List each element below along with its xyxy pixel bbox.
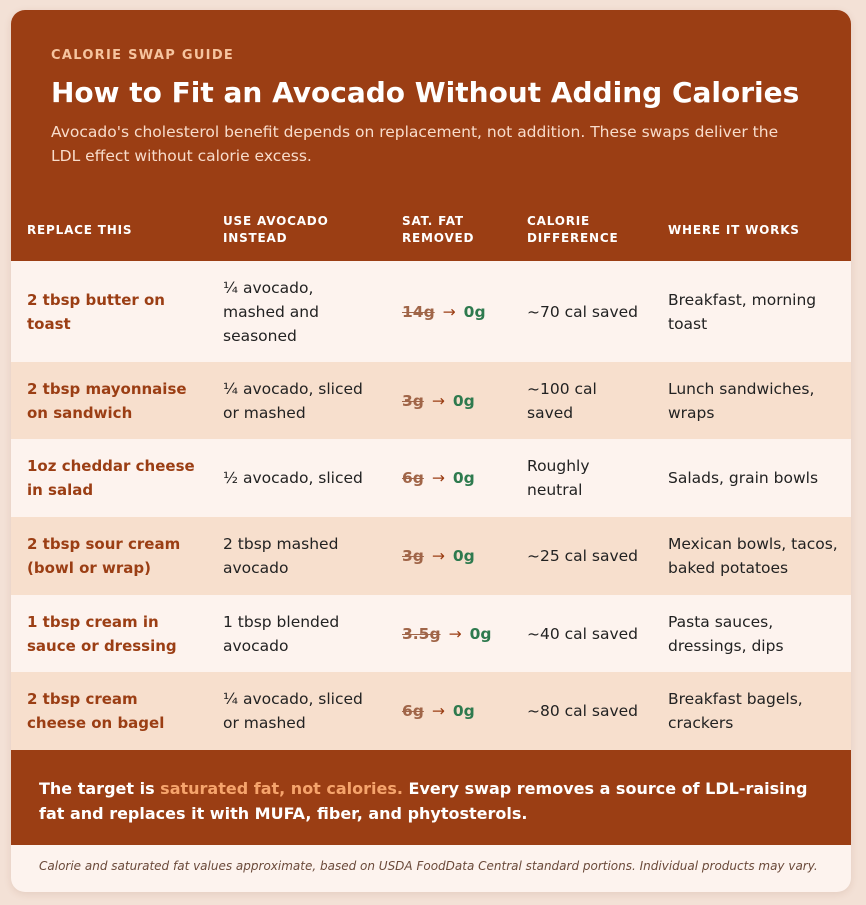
- avocado-cell: ¼ avocado, sliced or mashed: [207, 362, 386, 439]
- table-row: 2 tbsp butter on toast ¼ avocado, mashed …: [11, 261, 851, 362]
- avocado-cell: ½ avocado, sliced: [207, 439, 386, 517]
- where-cell: Mexican bowls, tacos, baked potatoes: [652, 517, 851, 595]
- column-header-replace: REPLACE THIS: [11, 199, 207, 261]
- where-cell: Lunch sandwiches, wraps: [652, 362, 851, 439]
- avocado-cell: ¼ avocado, mashed and seasoned: [207, 261, 386, 362]
- arrow-right-icon: →: [431, 547, 445, 565]
- takeaway-text-before: The target is: [39, 779, 161, 798]
- arrow-right-icon: →: [442, 302, 456, 321]
- swap-guide-card: CALORIE SWAP GUIDE How to Fit an Avocado…: [11, 10, 851, 892]
- sat-fat-cell: 14g → 0g: [386, 261, 511, 362]
- sat-fat-before: 3g: [402, 547, 424, 565]
- sat-fat-before: 3g: [402, 391, 424, 410]
- sat-fat-after: 0g: [452, 702, 475, 720]
- arrow-right-icon: →: [431, 391, 445, 410]
- header: CALORIE SWAP GUIDE How to Fit an Avocado…: [11, 10, 851, 199]
- table-row: 2 tbsp mayonnaise on sandwich ¼ avocado, …: [11, 362, 851, 439]
- table-row: 2 tbsp sour cream (bowl or wrap) 2 tbsp m…: [11, 517, 851, 595]
- sat-fat-after: 0g: [452, 391, 475, 410]
- calorie-cell: ~100 cal saved: [511, 362, 652, 439]
- sat-fat-before: 6g: [402, 469, 424, 487]
- arrow-right-icon: →: [431, 702, 445, 720]
- calorie-cell: Roughly neutral: [511, 439, 652, 517]
- sat-fat-after: 0g: [463, 302, 486, 321]
- page-subtitle: Avocado's cholesterol benefit depends on…: [51, 122, 779, 165]
- avocado-cell: ¼ avocado, sliced or mashed: [207, 672, 386, 750]
- replace-cell: 2 tbsp sour cream (bowl or wrap): [11, 517, 207, 595]
- avocado-cell: 2 tbsp mashed avocado: [207, 517, 386, 595]
- sat-fat-before: 6g: [402, 702, 424, 720]
- where-cell: Pasta sauces, dressings, dips: [652, 595, 851, 672]
- sat-fat-cell: 6g → 0g: [386, 672, 511, 750]
- table-row: 2 tbsp cream cheese on bagel ¼ avocado, s…: [11, 672, 851, 750]
- arrow-right-icon: →: [448, 624, 462, 643]
- replace-cell: 2 tbsp butter on toast: [11, 261, 207, 362]
- replace-cell: 1 tbsp cream in sauce or dressing: [11, 595, 207, 672]
- replace-cell: 2 tbsp cream cheese on bagel: [11, 672, 207, 750]
- table-row: 1oz cheddar cheese in salad ½ avocado, sl…: [11, 439, 851, 517]
- where-cell: Salads, grain bowls: [652, 439, 851, 517]
- column-header-calories: CALORIE DIFFERENCE: [511, 199, 652, 261]
- replace-cell: 2 tbsp mayonnaise on sandwich: [11, 362, 207, 439]
- arrow-right-icon: →: [431, 469, 445, 487]
- sat-fat-cell: 3g → 0g: [386, 362, 511, 439]
- replace-cell: 1oz cheddar cheese in salad: [11, 439, 207, 517]
- sat-fat-after: 0g: [452, 469, 475, 487]
- avocado-cell: 1 tbsp blended avocado: [207, 595, 386, 672]
- takeaway-text-after: Every swap removes a source of LDL-raisi…: [39, 779, 808, 823]
- calorie-cell: ~25 cal saved: [511, 517, 652, 595]
- sat-fat-cell: 3.5g → 0g: [386, 595, 511, 672]
- calorie-cell: ~80 cal saved: [511, 672, 652, 750]
- swap-table: REPLACE THIS USE AVOCADO INSTEAD SAT. FA…: [11, 199, 851, 750]
- sat-fat-cell: 3g → 0g: [386, 517, 511, 595]
- eyebrow-label: CALORIE SWAP GUIDE: [51, 48, 235, 63]
- sat-fat-after: 0g: [469, 624, 492, 643]
- table-header-row: REPLACE THIS USE AVOCADO INSTEAD SAT. FA…: [11, 199, 851, 261]
- column-header-where: WHERE IT WORKS: [652, 199, 851, 261]
- column-header-sat-fat: SAT. FAT REMOVED: [386, 199, 511, 261]
- page-title: How to Fit an Avocado Without Adding Cal…: [51, 76, 800, 109]
- sat-fat-before: 3.5g: [402, 624, 441, 643]
- sat-fat-cell: 6g → 0g: [386, 439, 511, 517]
- table-row: 1 tbsp cream in sauce or dressing 1 tbsp …: [11, 595, 851, 672]
- where-cell: Breakfast bagels, crackers: [652, 672, 851, 750]
- calorie-cell: ~70 cal saved: [511, 261, 652, 362]
- where-cell: Breakfast, morning toast: [652, 261, 851, 362]
- calorie-cell: ~40 cal saved: [511, 595, 652, 672]
- column-header-avocado: USE AVOCADO INSTEAD: [207, 199, 386, 261]
- takeaway-banner: The target is saturated fat, not calorie…: [11, 750, 851, 845]
- sat-fat-after: 0g: [452, 547, 475, 565]
- takeaway-highlight: saturated fat, not calories.: [160, 779, 403, 798]
- sat-fat-before: 14g: [402, 302, 435, 321]
- source-note: Calorie and saturated fat values approxi…: [39, 859, 818, 873]
